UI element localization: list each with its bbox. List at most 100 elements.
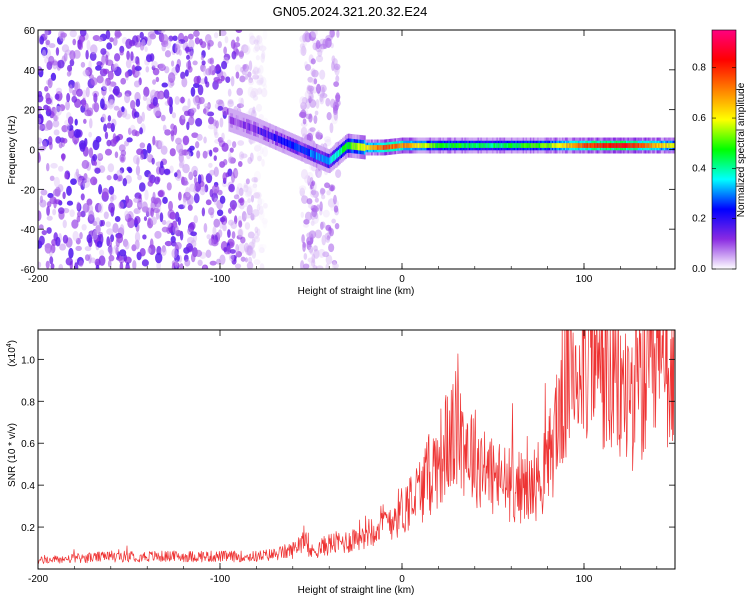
snr-frame [37,329,676,570]
heatmap-cell [143,216,148,222]
heatmap-cell [451,143,454,148]
heatmap-cell [258,247,265,254]
heatmap-cell [181,77,188,88]
heatmap-cell [200,41,207,49]
heatmap-cell [256,126,258,134]
x-tick-label: -200 [28,274,48,285]
heatmap-cell [563,143,566,148]
heatmap-cell [115,238,120,248]
heatmap-cell [250,195,255,203]
heatmap-cell [219,195,226,204]
heatmap-cell [40,46,48,56]
heatmap-cell [137,200,143,210]
heatmap-cell [319,93,324,103]
snr-series-line [38,330,675,564]
heatmap-cell [631,143,634,148]
heatmap-cell [58,263,64,269]
heatmap-cell [212,147,219,153]
heatmap-cell [105,221,111,228]
heatmap-cell [324,156,327,164]
heatmap-cell [66,123,70,133]
heatmap-cell [492,143,494,148]
heatmap-cell [328,243,335,253]
heatmap-cell [307,76,314,84]
heatmap-cell [47,78,53,89]
heatmap-x-ticks: -200 -100 0 100 [28,30,658,285]
heatmap-cell [97,153,104,162]
heatmap-cell [84,245,92,252]
heatmap-cell [417,143,420,148]
heatmap-cell [509,143,512,148]
heatmap-cell [302,242,306,252]
heatmap-cell [149,238,154,250]
heatmap-cell [143,86,150,98]
heatmap-cell [126,50,130,61]
heatmap-cell [231,204,236,212]
heatmap-cell [201,207,206,217]
heatmap-cell [331,218,336,224]
heatmap-cell [263,83,267,90]
heatmap-cell [124,213,132,223]
heatmap-cell [40,189,48,196]
heatmap-cell [427,143,430,148]
heatmap-cell [235,118,238,126]
heatmap-cell [114,215,121,222]
heatmap-cell [231,50,237,60]
heatmap-cell [315,167,322,178]
heatmap-cell [131,129,138,137]
heatmap-cell [205,199,212,206]
heatmap-cell [599,143,602,148]
heatmap-cell [393,144,395,149]
heatmap-cell [234,263,242,269]
heatmap-cell [93,92,98,103]
heatmap-cell [299,187,306,197]
heatmap-cell [643,143,646,148]
heatmap-cell [196,133,203,141]
heatmap-cell [171,112,177,119]
heatmap-cell [446,143,449,148]
heatmap-y-axis-label: Frequency (Hz) [7,116,18,185]
heatmap-cell [314,229,322,239]
heatmap-cell [42,140,47,150]
heatmap-cell [668,143,671,148]
heatmap-cell [232,117,235,125]
heatmap-cell [155,111,162,117]
heatmap-cell [104,131,109,140]
heatmap-cell [589,143,592,148]
heatmap-cell [251,238,256,249]
snr-x-axis-label: Height of straight line (km) [298,585,415,596]
heatmap-cell [183,110,191,117]
heatmap-cell [257,197,263,206]
heatmap-cell [49,196,57,205]
heatmap-cell [315,131,321,140]
heatmap-cell [244,200,248,208]
heatmap-cell [147,31,156,38]
heatmap-cell [397,143,400,149]
heatmap-cell [208,162,213,168]
heatmap-cell [593,143,596,148]
heatmap-cell [61,44,70,53]
heatmap-cell [302,32,307,43]
heatmap-cell [113,53,121,62]
heatmap-cell [50,106,57,116]
heatmap-cell [244,190,252,198]
heatmap-cell [58,165,64,172]
y-tick-label: 0.2 [21,523,35,534]
heatmap-cell [615,143,618,148]
heatmap-cell [634,143,637,148]
heatmap-cell [55,236,61,247]
heatmap-cell [172,35,178,42]
y-tick-label: 60 [24,26,36,37]
heatmap-cell [96,240,103,248]
heatmap-cell [275,134,277,142]
heatmap-cell [311,69,319,78]
heatmap-cell [369,145,372,150]
heatmap-cell [235,243,239,254]
heatmap-cell [108,202,115,213]
heatmap-cell [311,208,318,218]
heatmap-cell [460,143,462,148]
heatmap-cell [65,257,73,266]
heatmap-cell [208,65,212,76]
heatmap-cell [213,166,219,178]
heatmap-cell [413,143,416,148]
